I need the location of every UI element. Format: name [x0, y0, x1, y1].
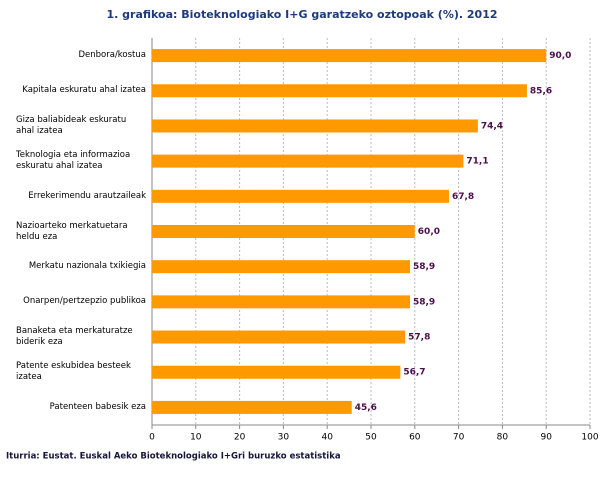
category-label: Banaketa eta merkaturatze biderik eza	[0, 322, 146, 352]
x-tick-label: 10	[190, 433, 202, 443]
bar	[152, 295, 410, 309]
category-text: Denbora/kostua	[78, 50, 146, 61]
bar	[152, 260, 410, 274]
x-tick-label: 70	[453, 433, 465, 443]
value-label: 67,8	[452, 192, 474, 202]
value-label: 74,4	[481, 121, 503, 131]
category-label: Denbora/kostua	[0, 41, 146, 71]
value-label: 57,8	[408, 333, 430, 343]
x-tick-label: 30	[278, 433, 290, 443]
category-text: Merkatu nazionala txikiegia	[28, 261, 146, 272]
x-tick-label: 80	[497, 433, 509, 443]
bar	[152, 225, 415, 238]
source: Iturria: Eustat. Euskal Aeko Bioteknolog…	[6, 452, 341, 462]
value-label: 60,0	[418, 227, 440, 237]
x-tick-label: 40	[321, 433, 333, 443]
category-text: Patenteen babesik eza	[49, 401, 146, 412]
category-text: Kapitala eskuratu ahal izatea	[22, 85, 146, 96]
bar	[152, 365, 401, 379]
category-label: Merkatu nazionala txikiegia	[0, 252, 146, 282]
bar	[152, 154, 464, 168]
category-text: Banaketa eta merkaturatze biderik eza	[16, 326, 133, 348]
category-text: Errekerimendu arautzaileak	[28, 190, 146, 201]
x-tick-label: 50	[365, 433, 377, 443]
category-label: Teknologia eta informazioa eskuratu ahal…	[0, 146, 146, 176]
category-text: Nazioarteko merkatuetara heldu eza	[16, 220, 128, 242]
category-label: Giza baliabideak eskuratu ahal izatea	[0, 111, 146, 141]
category-label: Nazioarteko merkatuetara heldu eza	[0, 217, 146, 247]
value-label: 90,0	[549, 51, 571, 61]
value-label: 71,1	[466, 157, 488, 167]
x-tick-label: 90	[540, 433, 552, 443]
bar	[152, 189, 449, 203]
value-label: 85,6	[530, 86, 552, 96]
category-label: Kapitala eskuratu ahal izatea	[0, 76, 146, 106]
value-label: 56,7	[403, 368, 425, 378]
value-label: 58,9	[413, 297, 435, 307]
x-tick-label: 60	[409, 433, 421, 443]
bar	[152, 330, 406, 344]
value-label: 58,9	[413, 262, 435, 272]
value-label: 45,6	[355, 403, 377, 413]
x-tick-label: 20	[234, 433, 246, 443]
category-label: Patenteen babesik eza	[0, 392, 146, 422]
category-text: Giza baliabideak eskuratu ahal izatea	[16, 114, 127, 136]
x-tick-label: 100	[581, 433, 598, 443]
bar	[152, 49, 547, 63]
bar	[152, 84, 527, 98]
category-text: Onarpen/pertzepzio publikoa	[23, 296, 146, 307]
bar	[152, 400, 352, 414]
category-label: Errekerimendu arautzaileak	[0, 181, 146, 211]
category-text: Teknologia eta informazioa eskuratu ahal…	[16, 150, 131, 172]
chart-title: 1. grafikoa: Bioteknologiako I+G garatze…	[106, 8, 497, 21]
category-label: Patente eskubidea besteek izatea	[0, 357, 146, 387]
x-tick-label: 0	[149, 433, 155, 443]
bar	[152, 119, 478, 133]
category-label: Onarpen/pertzepzio publikoa	[0, 287, 146, 317]
category-text: Patente eskubidea besteek izatea	[16, 361, 131, 383]
